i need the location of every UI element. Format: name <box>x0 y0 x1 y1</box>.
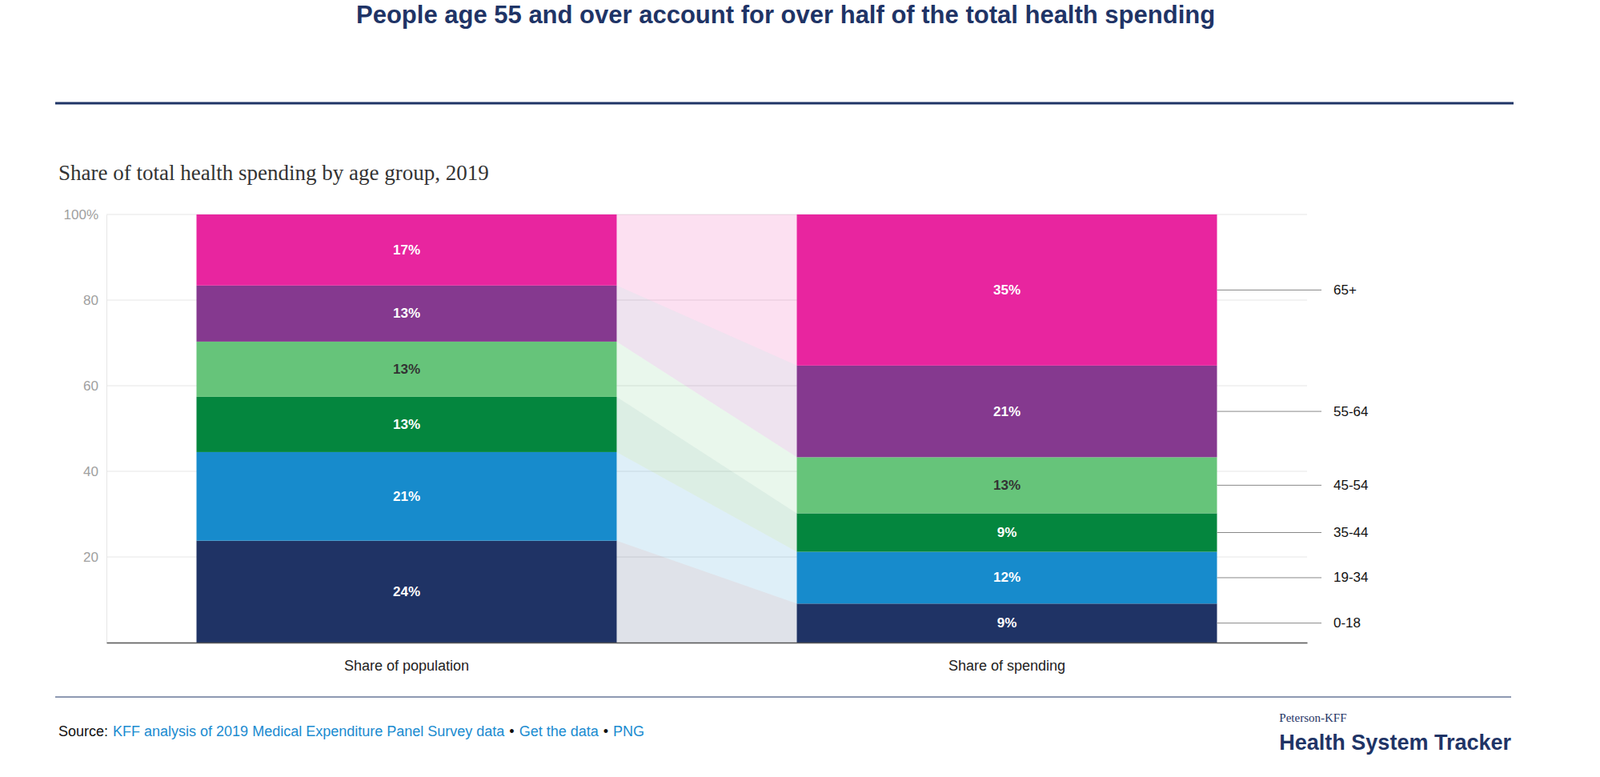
bar-segment <box>196 285 618 342</box>
source-separator: • <box>603 723 609 740</box>
chart-svg: 20406080100%Share of populationShare of … <box>0 0 1600 777</box>
data-label: 21% <box>993 404 1021 420</box>
y-tick: 80 <box>83 292 107 309</box>
bar-segment <box>797 365 1218 458</box>
y-tick-label: 100% <box>64 207 99 223</box>
bar-segment <box>797 603 1218 643</box>
y-tick-label: 80 <box>83 292 99 309</box>
data-label: 12% <box>993 569 1021 586</box>
data-label: 24% <box>392 584 421 600</box>
data-label: 35% <box>993 282 1021 298</box>
x-tick-label: Share of spending <box>948 657 1066 674</box>
bar-segment <box>196 341 618 397</box>
series-label: 19-34 <box>1333 569 1368 586</box>
series-label: 35-44 <box>1333 525 1368 541</box>
x-tick-label: Share of population <box>344 657 470 674</box>
source-link[interactable]: PNG <box>613 723 645 740</box>
y-tick-label: 60 <box>83 378 99 394</box>
chart-subtitle: Share of total health spending by age gr… <box>58 160 490 186</box>
data-label: 17% <box>392 242 421 258</box>
y-tick-label: 20 <box>83 549 99 566</box>
leader-line <box>1217 485 1323 486</box>
y-tick: 20 <box>83 549 107 566</box>
bar-segment <box>797 513 1218 552</box>
y-tick: 60 <box>83 378 107 394</box>
bar-segment <box>797 457 1218 514</box>
data-label: 13% <box>392 361 421 377</box>
data-label: 13% <box>993 477 1021 494</box>
x-axis: Share of population Share of spending <box>107 642 1308 674</box>
bar-segment <box>196 452 618 542</box>
footer-rule <box>55 696 1512 698</box>
series-label: 65+ <box>1333 282 1357 298</box>
x-tick: Share of population <box>344 642 470 674</box>
leader-line <box>1217 289 1323 291</box>
data-label: 9% <box>997 525 1018 541</box>
data-label: 9% <box>997 615 1018 631</box>
data-label: 13% <box>392 417 421 433</box>
marks <box>196 214 1218 643</box>
leader-line <box>1217 622 1323 624</box>
bar-segment <box>797 552 1218 605</box>
header-rule <box>55 102 1514 105</box>
y-axis: 20 40 60 80 100% <box>64 207 108 644</box>
data-label: 13% <box>392 305 421 321</box>
source-line: Source:KFF analysis of 2019 Medical Expe… <box>58 723 645 741</box>
chart-title: People age 55 and over account for over … <box>356 0 1237 36</box>
bar-segment <box>196 396 618 453</box>
data-label: 21% <box>392 489 421 505</box>
source-link[interactable]: Get the data <box>519 723 599 740</box>
logo-large: Health System Tracker <box>1279 730 1512 755</box>
y-tick-label: 40 <box>83 464 99 480</box>
leader-line <box>1217 577 1323 578</box>
bar-segment <box>196 214 618 286</box>
source-label: Source: <box>58 723 109 740</box>
series-label: 0-18 <box>1333 615 1361 631</box>
y-axis-line <box>106 215 108 644</box>
y-tick: 40 <box>83 464 107 480</box>
leader-line <box>1217 411 1323 413</box>
y-tick: 100% <box>64 207 107 223</box>
series-labels: 0-18 19-34 35-44 45-54 55-64 65+ <box>1217 282 1369 631</box>
connector-band <box>617 214 798 366</box>
data-labels: 24% 9% 21% 12% 13% 9% 13% 13% 13% 21% 17% 35% <box>392 242 1021 631</box>
bar-segment <box>797 214 1218 366</box>
logo-small: Peterson-KFF <box>1279 711 1347 725</box>
series-label: 55-64 <box>1333 404 1368 420</box>
leader-line <box>1217 532 1323 534</box>
source-link[interactable]: KFF analysis of 2019 Medical Expenditure… <box>112 723 505 740</box>
logo: Health System Tracker Peterson-KFF <box>1279 711 1512 755</box>
x-axis-line <box>107 642 1308 645</box>
x-tick: Share of spending <box>948 642 1066 674</box>
source-separator: • <box>509 723 514 740</box>
series-label: 45-54 <box>1333 477 1368 494</box>
bar-segment <box>196 541 618 643</box>
